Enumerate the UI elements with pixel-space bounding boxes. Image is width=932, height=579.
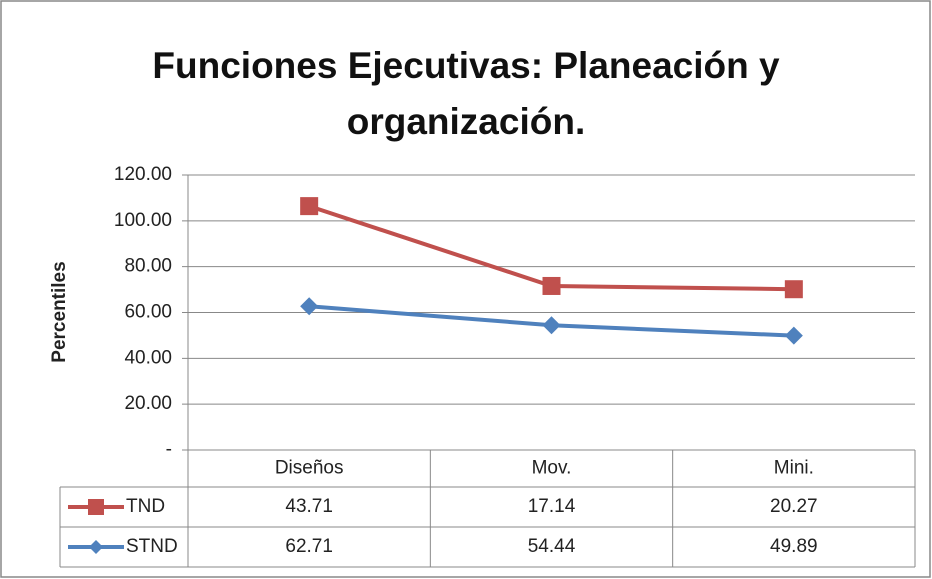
- y-tick-label: 80.00: [124, 256, 172, 277]
- table-value: 54.44: [528, 536, 576, 557]
- marker: [300, 297, 319, 316]
- x-tick-label: Mini.: [774, 458, 814, 479]
- y-tick-label: -: [166, 439, 172, 460]
- table-value: 49.89: [770, 536, 818, 557]
- table-value: 62.71: [285, 536, 333, 557]
- marker: [542, 316, 561, 335]
- marker: [784, 326, 803, 345]
- x-tick-label: Diseños: [275, 458, 344, 479]
- y-tick-label: 20.00: [124, 393, 172, 414]
- y-tick-label: 40.00: [124, 347, 172, 368]
- x-tick-label: Mov.: [532, 458, 572, 479]
- marker: [300, 197, 319, 216]
- table-value: 20.27: [770, 496, 818, 517]
- y-tick-label: 60.00: [124, 302, 172, 323]
- table-value: 43.71: [285, 496, 333, 517]
- y-axis-label: Percentiles: [49, 261, 70, 362]
- legend-marker: [88, 499, 104, 515]
- chart-title: Funciones Ejecutivas: Planeación y organ…: [152, 45, 780, 142]
- y-tick-label: 120.00: [114, 164, 172, 185]
- marker: [784, 280, 803, 299]
- y-tick-label: 100.00: [114, 210, 172, 231]
- marker: [542, 276, 561, 295]
- legend-label: STND: [126, 536, 178, 557]
- legend-marker: [89, 540, 103, 554]
- table-value: 17.14: [528, 496, 576, 517]
- legend-label: TND: [126, 496, 165, 517]
